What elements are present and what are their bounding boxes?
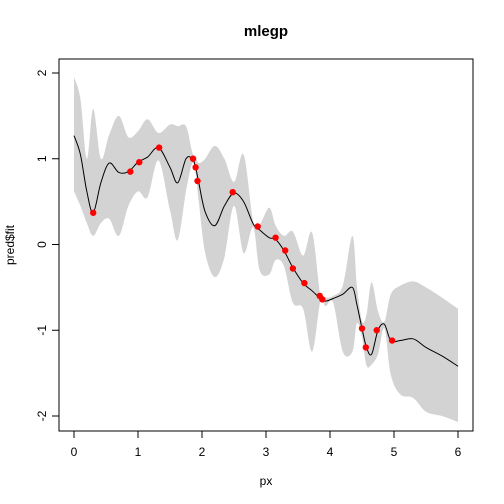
- data-point: [388, 337, 396, 344]
- x-tick-label: 2: [199, 445, 206, 459]
- data-point: [194, 177, 201, 185]
- data-point: [301, 279, 308, 287]
- y-axis-label: pred$fit: [3, 224, 17, 265]
- y-axis: -2 -1 0 1 2: [35, 69, 60, 421]
- x-tick-label: 4: [327, 445, 334, 459]
- data-point: [136, 158, 143, 166]
- data-point: [373, 327, 380, 334]
- x-tick-label: 5: [391, 445, 398, 459]
- y-tick-label: 0: [35, 241, 49, 248]
- data-point: [319, 296, 326, 303]
- data-point: [289, 265, 297, 272]
- confidence-band: [74, 77, 458, 422]
- data-point: [229, 188, 236, 196]
- x-tick-label: 1: [135, 445, 142, 459]
- fit-line: [73, 135, 459, 367]
- fit-line-layer: [73, 135, 459, 367]
- data-point: [282, 247, 289, 254]
- data-point: [155, 144, 163, 151]
- data-point: [192, 164, 199, 171]
- data-point: [90, 209, 97, 216]
- data-points-layer: [90, 144, 396, 351]
- confidence-band-layer: [74, 77, 458, 422]
- x-axis-label: px: [260, 474, 273, 488]
- data-point: [189, 155, 197, 162]
- x-axis: 0 1 2 3 4 5 6: [71, 430, 462, 459]
- y-tick-label: -1: [35, 325, 49, 336]
- data-point: [362, 344, 370, 351]
- data-point: [272, 234, 279, 241]
- x-tick-label: 3: [263, 445, 270, 459]
- data-point: [254, 223, 261, 230]
- x-tick-label: 0: [71, 445, 78, 459]
- y-tick-label: 1: [35, 155, 49, 162]
- x-tick-label: 6: [455, 445, 462, 459]
- y-tick-label: 2: [35, 69, 49, 76]
- chart-title: mlegp: [244, 23, 288, 40]
- data-point: [358, 325, 366, 332]
- data-point: [127, 168, 134, 175]
- y-tick-label: -2: [35, 410, 49, 421]
